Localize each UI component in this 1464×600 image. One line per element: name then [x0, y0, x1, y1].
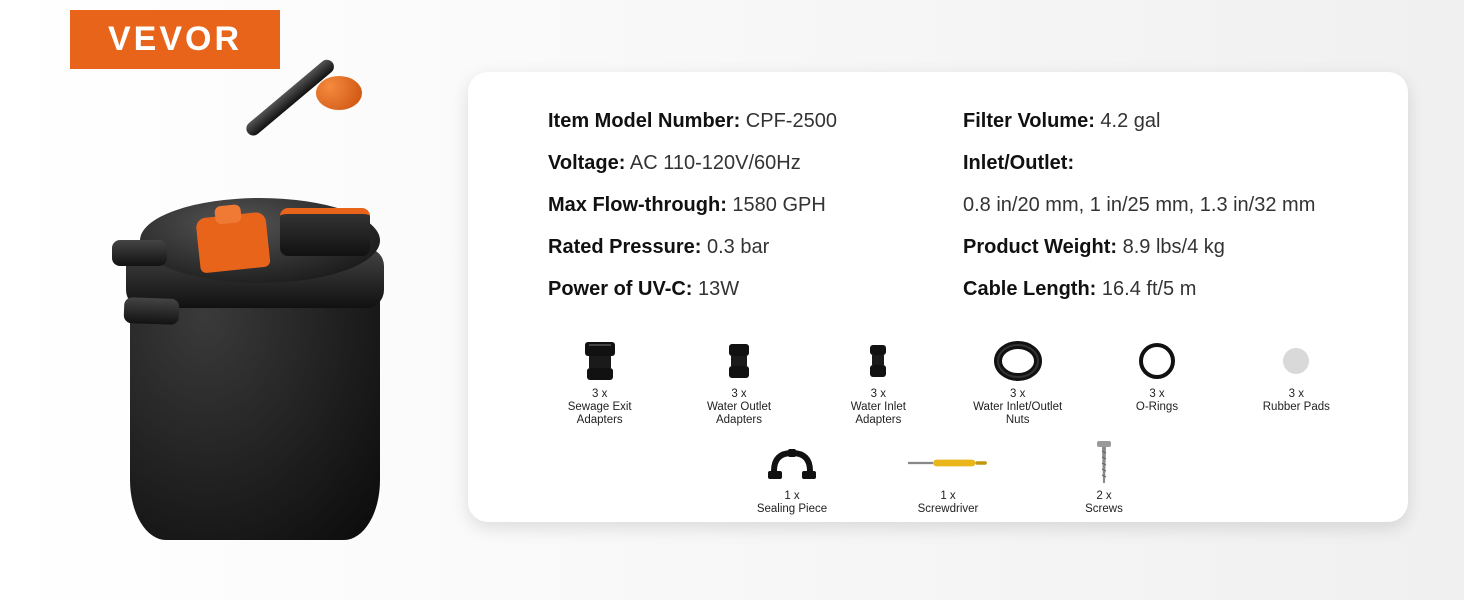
spec-value: 1580 GPH	[727, 194, 826, 216]
accessories-section: 3 xSewage Exit Adapters 3 xWater Outlet A…	[548, 336, 1348, 516]
accessory-item: 1 xScrewdriver	[888, 438, 1008, 516]
spec-value: 4.2 gal	[1095, 110, 1161, 132]
accessory-label: 1 xSealing Piece	[757, 490, 827, 516]
o-ring-icon	[1117, 336, 1197, 386]
spec-line: Item Model Number: CPF-2500	[548, 108, 933, 134]
nut-ring-icon	[978, 336, 1058, 386]
accessory-label: 3 xRubber Pads	[1263, 388, 1330, 414]
spec-label: Filter Volume:	[963, 110, 1095, 132]
accessory-label: 3 xWater Outlet Adapters	[687, 388, 790, 428]
screwdriver-icon	[908, 438, 988, 488]
product-crank-knob	[316, 76, 362, 110]
spec-line: Max Flow-through: 1580 GPH	[548, 192, 933, 218]
spec-label: Item Model Number:	[548, 110, 740, 132]
adapter-black-wide-icon	[560, 336, 640, 386]
sealing-piece-icon	[752, 438, 832, 488]
spec-value: AC 110-120V/60Hz	[625, 152, 800, 174]
spec-label: Voltage:	[548, 152, 625, 174]
accessory-item: 3 xWater Inlet Adapters	[827, 336, 930, 428]
spec-line: Cable Length: 16.4 ft/5 m	[963, 276, 1348, 302]
screw-icon	[1064, 438, 1144, 488]
spec-value: 13W	[692, 278, 739, 300]
spec-line: Voltage: AC 110-120V/60Hz	[548, 150, 933, 176]
accessory-label: 1 xScrewdriver	[918, 490, 979, 516]
accessory-label: 2 xScrews	[1085, 490, 1123, 516]
spec-line: Inlet/Outlet:	[963, 150, 1348, 176]
accessories-row-2: 1 xSealing Piece 1 xScrewdriver 2 xScrews	[548, 438, 1348, 516]
spec-label: Rated Pressure:	[548, 236, 701, 258]
spec-line: Rated Pressure: 0.3 bar	[548, 234, 933, 260]
spec-value: 0.3 bar	[701, 236, 769, 258]
spec-card: Item Model Number: CPF-2500 Voltage: AC …	[468, 72, 1408, 522]
accessory-label: 3 xO-Rings	[1136, 388, 1178, 414]
product-image	[80, 80, 400, 560]
accessory-label: 3 xWater Inlet/Outlet Nuts	[966, 388, 1069, 428]
product-inlet-spout	[112, 240, 167, 266]
accessory-item: 1 xSealing Piece	[732, 438, 852, 516]
specs-columns: Item Model Number: CPF-2500 Voltage: AC …	[548, 108, 1348, 318]
spec-line: 0.8 in/20 mm, 1 in/25 mm, 1.3 in/32 mm	[963, 192, 1348, 218]
accessory-item: 3 xO-Rings	[1105, 336, 1208, 428]
spec-label: Product Weight:	[963, 236, 1117, 258]
accessory-label: 3 xSewage Exit Adapters	[548, 388, 651, 428]
brand-badge: VEVOR	[70, 10, 280, 69]
accessory-item: 3 xSewage Exit Adapters	[548, 336, 651, 428]
spec-line: Product Weight: 8.9 lbs/4 kg	[963, 234, 1348, 260]
product-valve-cap	[195, 211, 270, 273]
accessory-label: 3 xWater Inlet Adapters	[827, 388, 930, 428]
rubber-pad-icon	[1256, 336, 1336, 386]
accessory-item: 3 xWater Inlet/Outlet Nuts	[966, 336, 1069, 428]
spec-line: Power of UV-C: 13W	[548, 276, 933, 302]
spec-value: 16.4 ft/5 m	[1096, 278, 1196, 300]
accessories-row-1: 3 xSewage Exit Adapters 3 xWater Outlet A…	[548, 336, 1348, 428]
adapter-black-small-icon	[838, 336, 918, 386]
specs-column-left: Item Model Number: CPF-2500 Voltage: AC …	[548, 108, 933, 318]
spec-label: Cable Length:	[963, 278, 1096, 300]
product-panel	[280, 208, 370, 256]
specs-column-right: Filter Volume: 4.2 gal Inlet/Outlet: 0.8…	[963, 108, 1348, 318]
accessory-item: 3 xRubber Pads	[1245, 336, 1348, 428]
product-outlet-spout	[124, 297, 180, 325]
adapter-black-narrow-icon	[699, 336, 779, 386]
spec-label: Inlet/Outlet:	[963, 152, 1074, 174]
accessory-item: 2 xScrews	[1044, 438, 1164, 516]
accessory-item: 3 xWater Outlet Adapters	[687, 336, 790, 428]
spec-label: Power of UV-C:	[548, 278, 692, 300]
spec-value: CPF-2500	[740, 110, 837, 132]
spec-value: 0.8 in/20 mm, 1 in/25 mm, 1.3 in/32 mm	[963, 194, 1315, 216]
spec-value: 8.9 lbs/4 kg	[1117, 236, 1225, 258]
spec-label: Max Flow-through:	[548, 194, 727, 216]
spec-line: Filter Volume: 4.2 gal	[963, 108, 1348, 134]
